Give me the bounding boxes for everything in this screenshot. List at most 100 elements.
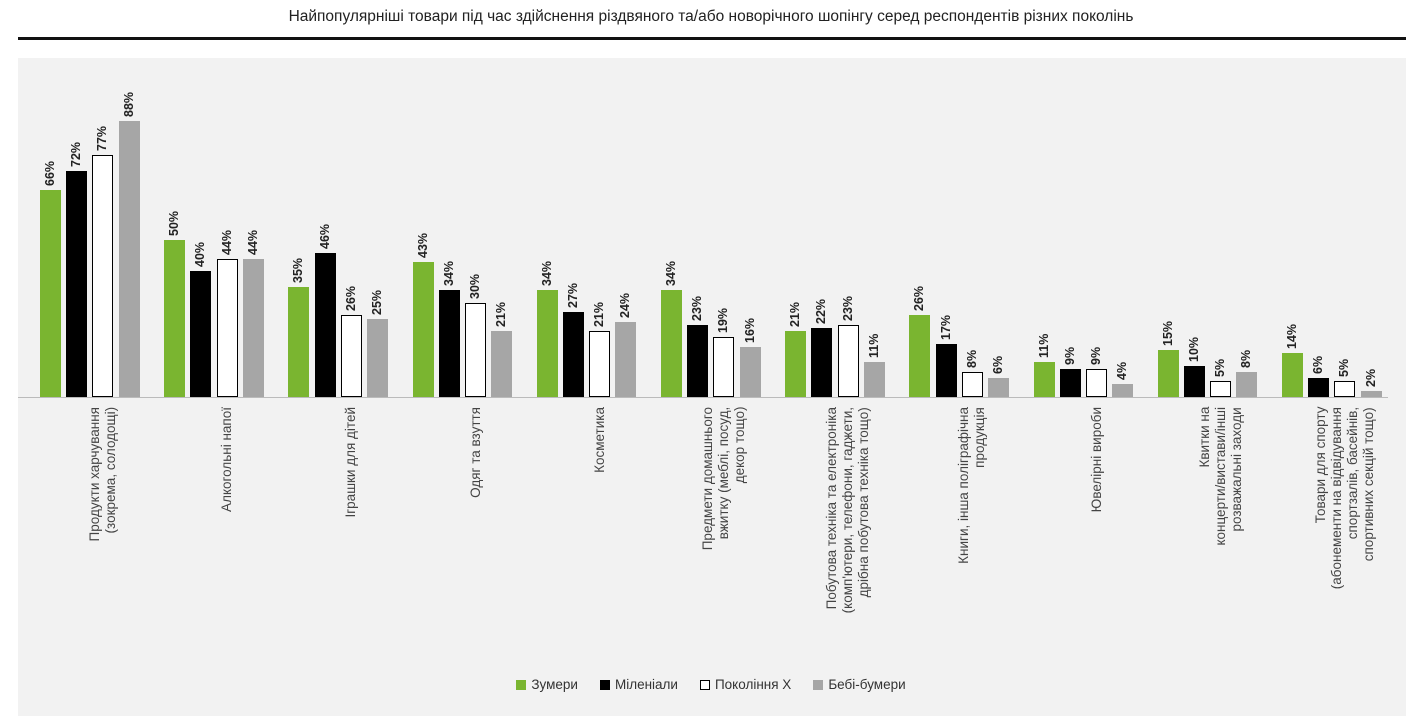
bar [1236, 371, 1258, 397]
data-label: 40% [193, 242, 208, 268]
data-label: 8% [1239, 349, 1254, 368]
legend-swatch [599, 679, 610, 690]
data-label: 21% [788, 302, 803, 328]
data-label: 26% [912, 286, 927, 312]
bar [935, 343, 957, 397]
data-label: 11% [1036, 334, 1051, 359]
data-label: 34% [539, 261, 554, 287]
data-label: 50% [167, 210, 182, 236]
bar [536, 290, 558, 397]
data-label: 14% [1285, 324, 1299, 350]
legend-label: Міленіали [614, 677, 678, 692]
category-label: Іграшки для дітей [343, 407, 359, 518]
category-label: Одяг та взуття [467, 407, 483, 498]
data-label: 30% [468, 273, 482, 299]
legend-item: Міленіали [599, 677, 678, 692]
data-label: 4% [1115, 362, 1130, 381]
data-label: 23% [690, 295, 705, 321]
bar [863, 362, 885, 397]
bar [988, 378, 1009, 397]
legend-swatch [699, 679, 710, 690]
data-label: 26% [343, 286, 358, 312]
bar [92, 155, 114, 397]
data-label: 46% [317, 223, 332, 249]
data-label: 5% [1213, 359, 1228, 378]
bar [785, 331, 807, 397]
data-label: 43% [415, 232, 430, 258]
bar [563, 312, 584, 397]
bar [1334, 381, 1356, 397]
data-label: 5% [1337, 359, 1352, 378]
category-label: Товари для спорту (абонементи на відвіду… [1312, 407, 1376, 590]
bar [1033, 362, 1055, 397]
bar [190, 271, 212, 397]
bar [837, 324, 859, 397]
bar [1184, 365, 1205, 397]
category-label: Квитки на концерти/вистави/інші розважал… [1196, 407, 1244, 546]
title-rule [18, 37, 1406, 40]
bar [66, 170, 88, 397]
legend-swatch [813, 679, 824, 690]
data-label: 21% [494, 302, 509, 328]
bar [465, 302, 486, 397]
data-label: 34% [664, 261, 678, 287]
legend-swatch [516, 679, 527, 690]
bar [412, 261, 434, 397]
data-label: 9% [1062, 346, 1077, 365]
bar [314, 252, 336, 397]
data-label: 6% [1311, 356, 1326, 375]
bar [1112, 384, 1134, 397]
bar [661, 290, 682, 397]
data-label: 24% [618, 292, 633, 318]
data-label: 44% [245, 229, 260, 255]
bar [909, 315, 931, 397]
bar [811, 327, 833, 397]
bar [1308, 378, 1330, 397]
legend-item: Покоління Х [699, 677, 792, 692]
data-label: 34% [441, 261, 456, 287]
bar [340, 315, 362, 397]
data-label: 2% [1363, 368, 1378, 387]
data-label: 8% [964, 349, 979, 368]
bar [242, 258, 264, 397]
data-label: 44% [219, 229, 234, 255]
data-label: 9% [1089, 346, 1103, 365]
bar [288, 287, 310, 397]
category-label: Косметика [591, 407, 607, 473]
data-label: 21% [592, 302, 607, 328]
data-label: 15% [1160, 320, 1175, 346]
bar [1157, 349, 1179, 397]
bar [164, 240, 186, 397]
legend-label: Бебі-бумери [828, 677, 906, 692]
bar [118, 120, 140, 397]
data-label: 25% [370, 289, 384, 315]
data-label: 66% [43, 160, 57, 186]
category-label: Книги, інша поліграфічна продукція [956, 407, 988, 564]
category-label: Алкогольні напої [219, 407, 235, 512]
bar [1360, 390, 1382, 397]
bar [961, 371, 983, 397]
data-label: 16% [742, 317, 757, 343]
data-label: 77% [95, 126, 110, 152]
bar [1059, 368, 1081, 397]
bar [589, 331, 611, 397]
bar [438, 290, 460, 397]
category-label: Продукти харчування (зокрема, солодощі) [86, 407, 118, 542]
bar [216, 258, 238, 397]
category-label: Ювелірні вироби [1088, 407, 1104, 513]
data-label: 22% [814, 298, 829, 324]
bar [40, 189, 61, 397]
bar [1210, 381, 1232, 397]
legend-label: Зумери [531, 677, 578, 692]
data-label: 10% [1187, 336, 1201, 362]
bar [713, 337, 735, 397]
legend: Зумери Міленіали Покоління Х Бебі-бумери [0, 677, 1422, 692]
category-label: Побутова техніка та електроніка (комп'ют… [824, 407, 872, 614]
legend-item: Бебі-бумери [813, 677, 906, 692]
data-label: 11% [866, 334, 881, 359]
bar [615, 321, 637, 397]
data-label: 23% [840, 295, 855, 321]
data-label: 72% [69, 141, 84, 167]
data-label: 27% [566, 283, 580, 309]
legend-label: Покоління Х [714, 677, 792, 692]
